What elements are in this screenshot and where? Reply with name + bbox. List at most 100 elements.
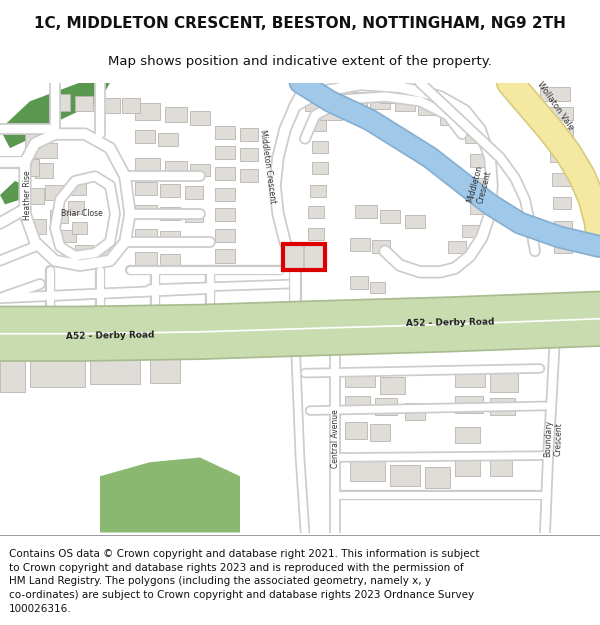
Bar	[380, 377, 405, 394]
Bar	[490, 399, 515, 415]
Bar	[330, 90, 345, 101]
Bar	[345, 368, 375, 387]
Bar	[308, 228, 324, 240]
Text: A52 - Derby Road: A52 - Derby Road	[65, 331, 154, 341]
Bar	[548, 129, 573, 141]
Bar	[455, 396, 483, 412]
Bar	[370, 424, 390, 441]
Bar	[304, 244, 323, 269]
Bar	[462, 225, 480, 237]
Bar	[380, 210, 400, 223]
Bar	[355, 205, 377, 218]
Bar	[553, 197, 571, 209]
Bar	[455, 426, 480, 444]
Bar	[350, 276, 368, 289]
Bar	[455, 368, 485, 387]
Bar	[350, 92, 362, 103]
Bar	[490, 373, 518, 392]
Text: Middleton
Crescent: Middleton Crescent	[466, 165, 494, 206]
Bar	[185, 209, 203, 222]
Bar	[158, 133, 178, 146]
Bar	[552, 173, 572, 186]
Bar	[190, 164, 210, 176]
Bar	[160, 254, 180, 268]
Bar	[215, 188, 235, 201]
Bar	[345, 396, 370, 412]
Bar	[305, 98, 323, 111]
Bar	[35, 163, 53, 178]
Bar	[215, 146, 235, 159]
Bar	[345, 422, 367, 439]
Bar	[283, 244, 325, 270]
Bar	[405, 403, 425, 420]
Bar	[395, 99, 415, 111]
Bar	[455, 459, 480, 476]
Bar	[160, 208, 180, 220]
Bar	[60, 229, 76, 242]
Bar	[312, 141, 328, 152]
Bar	[122, 98, 140, 112]
Bar	[308, 206, 324, 218]
Bar	[470, 201, 488, 214]
Bar	[372, 240, 390, 253]
Text: Map shows position and indicative extent of the property.: Map shows position and indicative extent…	[108, 56, 492, 68]
Bar	[345, 101, 367, 112]
Bar	[472, 178, 490, 190]
Bar	[135, 130, 155, 143]
Bar	[135, 158, 160, 171]
Bar	[390, 465, 420, 486]
Bar	[185, 186, 203, 199]
Bar	[45, 185, 65, 200]
Polygon shape	[100, 458, 240, 532]
Bar	[418, 103, 438, 115]
Bar	[370, 98, 390, 109]
Bar	[554, 221, 572, 232]
Bar	[160, 231, 180, 244]
Bar	[50, 210, 68, 223]
Text: Briar Close: Briar Close	[61, 209, 103, 218]
Bar	[35, 143, 57, 158]
Bar	[440, 111, 460, 125]
Bar	[150, 359, 180, 382]
Bar	[284, 244, 303, 269]
Text: Wollaton Vale: Wollaton Vale	[535, 80, 575, 132]
Bar	[95, 249, 113, 261]
Bar	[215, 249, 235, 262]
Bar	[68, 201, 84, 214]
Bar	[72, 222, 87, 234]
Bar	[135, 205, 157, 218]
Bar	[554, 242, 572, 253]
Bar	[215, 208, 235, 221]
Bar	[50, 94, 70, 111]
Bar	[135, 229, 157, 242]
Bar	[75, 244, 93, 256]
Bar	[310, 185, 326, 197]
Bar	[550, 150, 572, 162]
Bar	[215, 126, 235, 139]
Bar	[30, 188, 44, 204]
Bar	[448, 241, 466, 253]
Bar	[470, 154, 488, 167]
Bar	[165, 107, 187, 122]
Bar	[240, 127, 258, 141]
Text: Middleton Crescent: Middleton Crescent	[259, 129, 278, 204]
Bar	[25, 134, 40, 148]
Bar	[30, 354, 85, 387]
Bar	[350, 460, 385, 481]
Text: 1C, MIDDLETON CRESCENT, BEESTON, NOTTINGHAM, NG9 2TH: 1C, MIDDLETON CRESCENT, BEESTON, NOTTING…	[34, 16, 566, 31]
Bar	[545, 107, 573, 120]
Bar	[312, 162, 328, 174]
Bar	[32, 219, 46, 234]
Bar	[0, 354, 25, 392]
Bar	[160, 184, 180, 197]
Bar	[25, 159, 39, 176]
Bar	[100, 98, 120, 112]
Bar	[70, 182, 86, 195]
Bar	[240, 169, 258, 182]
Bar	[375, 399, 397, 415]
Bar	[190, 111, 210, 125]
Bar	[320, 107, 342, 120]
Bar	[135, 103, 160, 120]
Bar	[540, 87, 570, 101]
Bar	[370, 282, 385, 294]
